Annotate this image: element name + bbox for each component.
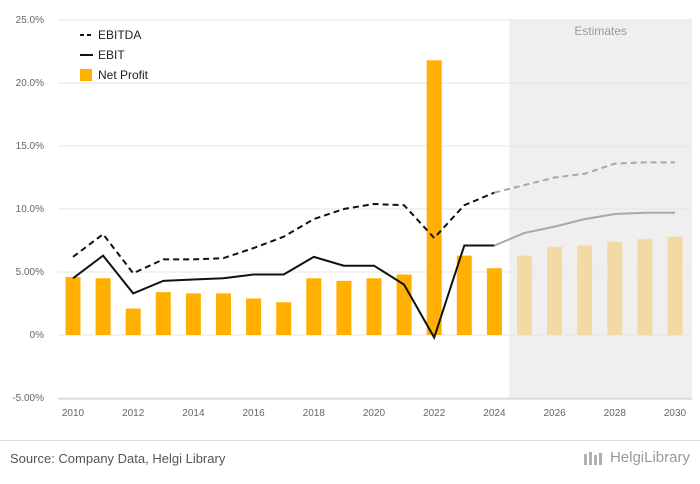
net-profit-bar — [517, 255, 532, 335]
ebitda-line-estimate — [494, 161, 675, 194]
y-tick-label: 20.0% — [16, 78, 44, 89]
net-profit-bar — [65, 277, 81, 335]
net-profit-bar — [577, 245, 593, 335]
net-profit-bar — [125, 308, 141, 335]
y-tick-label: 25.0% — [16, 15, 44, 26]
net-profit-bar — [366, 278, 382, 335]
net-profit-bar — [547, 246, 563, 335]
x-tick-label: 2030 — [664, 408, 687, 419]
x-tick-label: 2012 — [122, 408, 145, 419]
legend-label-ebitda: EBITDA — [98, 28, 141, 42]
net-profit-bar — [246, 298, 262, 335]
chart: Estimates 25.0% 20.0% 15.0% 10.0% 5.00% 0% -5.0… — [12, 15, 692, 419]
net-profit-bar — [95, 278, 111, 335]
y-tick-label: 15.0% — [16, 141, 44, 152]
x-tick-label: 2026 — [543, 408, 566, 419]
y-tick-label: 10.0% — [16, 204, 44, 215]
net-profit-bar — [426, 60, 442, 335]
legend-swatch-net-profit — [80, 69, 92, 81]
brand-logo[interactable]: HelgiLibrary — [583, 449, 690, 466]
brand-text: HelgiLibrary — [609, 449, 690, 466]
x-tick-label: 2010 — [62, 408, 85, 419]
x-tick-label: 2016 — [242, 408, 265, 419]
net-profit-bar — [607, 241, 623, 335]
ebit-line-actual — [72, 244, 495, 340]
y-tick-label: 5.00% — [16, 267, 44, 278]
source-text: Source: Company Data, Helgi Library — [10, 451, 226, 466]
x-tick-label: 2028 — [604, 408, 627, 419]
x-tick-label: 2014 — [182, 408, 205, 419]
net-profit-bar — [276, 302, 292, 335]
net-profit-bar — [667, 236, 683, 335]
legend-label-ebit: EBIT — [98, 48, 125, 62]
estimates-label: Estimates — [574, 24, 627, 38]
footer: Source: Company Data, Helgi Library Helg… — [0, 440, 700, 484]
ebit-line-estimate — [494, 211, 675, 247]
net-profit-bar — [185, 293, 201, 335]
x-tick-label: 2020 — [363, 408, 386, 419]
net-profit-bar — [486, 268, 502, 335]
y-tick-label: -5.00% — [12, 393, 44, 404]
x-tick-label: 2022 — [423, 408, 446, 419]
net-profit-bar — [637, 239, 653, 335]
x-tick-label: 2024 — [483, 408, 506, 419]
legend-label-net-profit: Net Profit — [98, 68, 149, 82]
library-icon — [583, 451, 602, 465]
net-profit-bar — [306, 278, 322, 335]
ebitda-line-actual — [72, 191, 495, 275]
net-profit-bar — [155, 292, 171, 335]
x-tick-label: 2018 — [303, 408, 326, 419]
net-profit-bar — [336, 280, 352, 335]
y-tick-label: 0% — [30, 330, 45, 341]
net-profit-bar — [216, 293, 231, 335]
net-profit-bar — [456, 255, 472, 335]
